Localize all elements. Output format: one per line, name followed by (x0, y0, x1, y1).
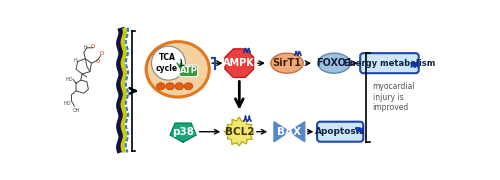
Text: O: O (96, 59, 100, 64)
Circle shape (152, 46, 186, 80)
Ellipse shape (146, 42, 210, 97)
Text: O: O (100, 51, 104, 57)
Text: BCL2: BCL2 (224, 127, 254, 137)
Ellipse shape (184, 83, 192, 90)
Text: ATP: ATP (180, 66, 198, 75)
Polygon shape (170, 123, 196, 142)
Text: myocardial
injury is
improved: myocardial injury is improved (372, 82, 415, 112)
Ellipse shape (318, 53, 350, 73)
FancyBboxPatch shape (179, 65, 198, 77)
Text: HO: HO (63, 101, 70, 106)
Text: p38: p38 (172, 127, 194, 137)
Text: HO: HO (66, 77, 73, 82)
Text: FOXO1: FOXO1 (316, 58, 352, 68)
Polygon shape (224, 117, 254, 146)
Ellipse shape (271, 53, 303, 73)
Text: O: O (91, 44, 95, 49)
Ellipse shape (156, 83, 165, 90)
FancyBboxPatch shape (360, 53, 418, 73)
Ellipse shape (175, 83, 184, 90)
Polygon shape (290, 122, 305, 142)
Polygon shape (274, 122, 289, 142)
Text: H: H (74, 58, 78, 63)
Text: BAX: BAX (278, 127, 301, 137)
Text: SirT1: SirT1 (272, 58, 302, 68)
Text: AMPK: AMPK (224, 58, 255, 68)
Text: H: H (83, 45, 87, 50)
FancyBboxPatch shape (317, 122, 364, 142)
Text: Apoptosis: Apoptosis (315, 127, 366, 136)
Text: Energy metabolism: Energy metabolism (344, 59, 435, 68)
Text: TCA
cycle: TCA cycle (156, 53, 178, 73)
Ellipse shape (166, 83, 174, 90)
Text: OH: OH (72, 108, 80, 113)
Polygon shape (225, 49, 254, 77)
